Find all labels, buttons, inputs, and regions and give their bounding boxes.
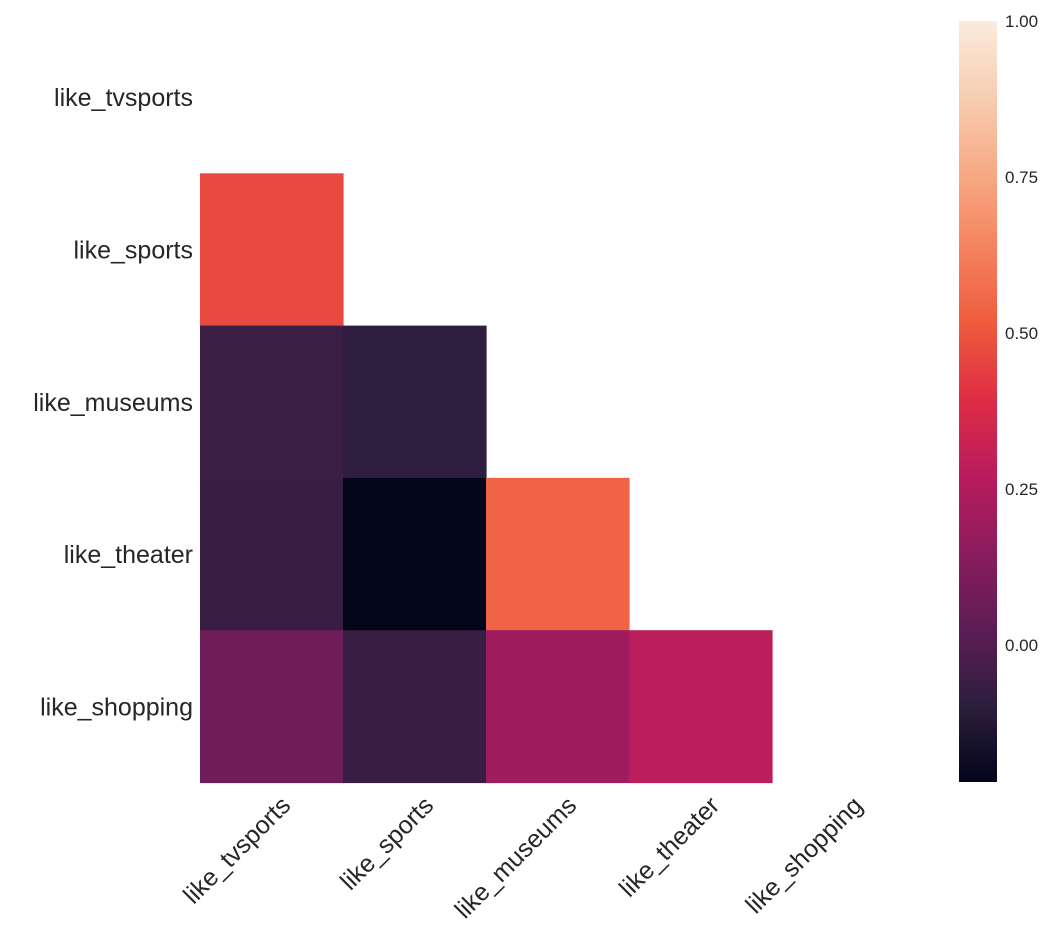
heatmap-cell-like-shopping-like-theater: [629, 630, 773, 784]
row-label-like-sports: like_sports: [74, 236, 194, 264]
heatmap-cell-like-museums-like-tvsports: [200, 325, 344, 479]
column-label-like-sports: like_sports: [335, 791, 439, 895]
colorbar-tick-label: 0.50: [1005, 324, 1038, 343]
colorbar-ticks: 1.00 0.75 0.50 0.25 0.00: [1005, 12, 1038, 655]
colorbar-tick-label: 0.25: [1005, 480, 1038, 499]
row-labels: like_tvsports like_sports like_museumslike…: [33, 84, 193, 721]
colorbar-tick-label: 0.75: [1005, 168, 1038, 187]
row-label-like-shopping: like_shopping: [40, 693, 193, 721]
heatmap-cell-like-theater-like-museums: [486, 477, 630, 631]
heatmap-cell-like-shopping-like-tvsports: [200, 630, 344, 784]
heatmap-cell-like-sports-like-tvsports: [200, 173, 344, 327]
colorbar-scale: [959, 21, 997, 782]
column-label-like-shopping: like_shopping: [740, 791, 868, 919]
heatmap-cell-like-shopping-like-sports: [343, 630, 487, 784]
heatmap-cell-like-theater-like-sports: [343, 477, 487, 631]
column-labels: like_tvsports like_sports like_museums like…: [178, 791, 868, 924]
column-label-like-museums: like_museums: [449, 791, 582, 924]
row-label-like-tvsports: like_tvsports: [54, 84, 193, 112]
heatmap-cell-like-museums-like-sports: [343, 325, 487, 479]
column-label-like-tvsports: like_tvsports: [178, 791, 296, 909]
colorbar: 1.00 0.75 0.50 0.25 0.00: [959, 12, 1038, 782]
heatmap-cells: [200, 173, 773, 784]
row-label-like-museums: like_museums: [33, 389, 193, 417]
colorbar-tick-label: 1.00: [1005, 12, 1038, 31]
column-label-like-theater: like_theater: [614, 791, 725, 902]
colorbar-tick-label: 0.00: [1005, 636, 1038, 655]
heatmap-cell-like-shopping-like-museums: [486, 630, 630, 784]
heatmap-cell-like-theater-like-tvsports: [200, 477, 344, 631]
row-label-like-theater: like_theater: [64, 541, 193, 569]
